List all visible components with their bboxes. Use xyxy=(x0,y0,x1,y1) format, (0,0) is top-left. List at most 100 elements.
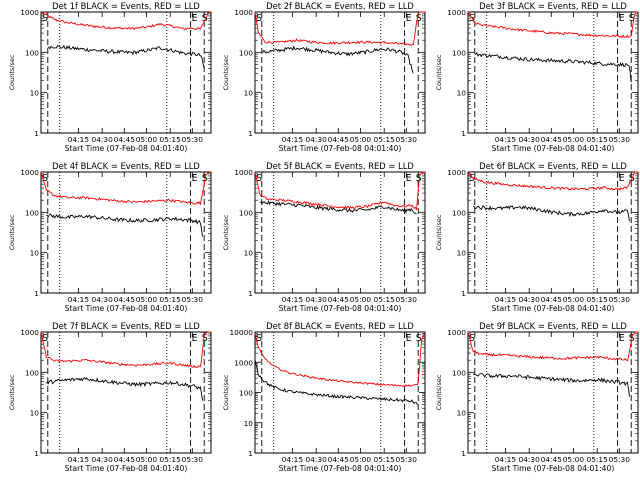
x-tick-label: 04:15 xyxy=(68,295,90,304)
y-tick-label: 10 xyxy=(244,89,254,98)
x-tick-label: 04:45 xyxy=(328,295,350,304)
x-tick-label: 04:30 xyxy=(306,135,328,144)
x-tick-label: 05:00 xyxy=(350,135,372,144)
x-axis-label: Start Time (07-Feb-08 04:01:40) xyxy=(492,464,615,473)
x-tick-label: 05:00 xyxy=(350,295,372,304)
event-marker-label: S xyxy=(629,13,635,24)
event-marker-label: E xyxy=(619,13,625,24)
x-axis-label: Start Time (07-Feb-08 04:01:40) xyxy=(492,144,615,153)
lld-series-line xyxy=(254,171,425,211)
lld-series-line xyxy=(254,333,426,388)
x-tick-label: 04:30 xyxy=(92,295,114,304)
det-panel: Det 1f BLACK = Events, RED = LLD Counts/s… xyxy=(8,1,212,153)
y-tick-label: 1 xyxy=(34,449,39,458)
y-tick-label: 10 xyxy=(244,419,254,428)
x-tick-label: 05:30 xyxy=(396,295,418,304)
y-tick-label: 100 xyxy=(25,208,39,217)
x-tick-label: 05:15 xyxy=(587,135,609,144)
y-tick-label: 10000 xyxy=(229,328,253,337)
plot-frame xyxy=(467,171,639,294)
x-tick-label: 04:45 xyxy=(328,135,350,144)
x-tick-label: 04:15 xyxy=(68,135,90,144)
x-tick-label: 04:45 xyxy=(328,455,350,464)
x-tick-label: 05:30 xyxy=(396,135,418,144)
y-tick-label: 1000 xyxy=(447,168,466,177)
y-axis-label: Counts/sec xyxy=(8,374,16,410)
plot-frame xyxy=(254,171,426,294)
y-tick-label: 10 xyxy=(244,249,254,258)
event-marker-label: S xyxy=(256,333,262,344)
y-tick-label: 1 xyxy=(34,129,39,138)
events-series-line xyxy=(473,205,630,222)
y-tick-label: 1000 xyxy=(447,8,466,17)
plot-frame xyxy=(467,331,639,454)
x-tick-label: 05:00 xyxy=(136,455,158,464)
y-tick-label: 1 xyxy=(34,289,39,298)
y-tick-label: 100 xyxy=(25,48,39,57)
events-series-line xyxy=(46,213,203,237)
plot-frame xyxy=(40,171,212,294)
event-marker-label: E xyxy=(192,13,198,24)
x-tick-label: 05:15 xyxy=(374,295,396,304)
x-tick-label: 04:45 xyxy=(114,295,136,304)
plot-frame xyxy=(254,331,426,454)
plot-title: Det 8f BLACK = Events, RED = LLD xyxy=(266,321,414,331)
events-series-line xyxy=(46,377,203,401)
det-panel: Det 4f BLACK = Events, RED = LLD Counts/s… xyxy=(8,161,212,313)
y-tick-label: 100 xyxy=(239,389,253,398)
x-axis-label: Start Time (07-Feb-08 04:01:40) xyxy=(279,144,402,153)
y-tick-label: 100 xyxy=(452,368,466,377)
event-marker-label: S xyxy=(416,333,422,344)
y-tick-label: 100 xyxy=(239,48,253,57)
plot-title: Det 9f BLACK = Events, RED = LLD xyxy=(479,321,627,331)
x-axis-label: Start Time (07-Feb-08 04:01:40) xyxy=(279,464,402,473)
x-tick-label: 04:15 xyxy=(282,455,304,464)
y-axis-label: Counts/sec xyxy=(435,214,443,250)
x-tick-label: 04:15 xyxy=(495,135,517,144)
events-series-line xyxy=(260,199,417,215)
event-marker-label: E xyxy=(406,13,412,24)
x-tick-label: 04:30 xyxy=(306,295,328,304)
y-tick-label: 1000 xyxy=(20,8,39,17)
y-axis-label: Counts/sec xyxy=(435,374,443,410)
event-marker-label: S xyxy=(42,13,48,24)
y-axis-label: Counts/sec xyxy=(8,54,16,90)
x-tick-label: 05:30 xyxy=(396,455,418,464)
event-marker-label: S xyxy=(469,173,475,184)
event-marker-label: S xyxy=(469,333,475,344)
x-tick-label: 04:30 xyxy=(92,135,114,144)
lld-series-line xyxy=(467,331,638,362)
y-tick-label: 100 xyxy=(25,368,39,377)
y-axis-label: Counts/sec xyxy=(222,214,230,250)
y-axis-label: Counts/sec xyxy=(222,54,230,90)
event-marker-label: E xyxy=(192,173,198,184)
x-tick-label: 04:45 xyxy=(114,455,136,464)
y-axis-label: Counts/sec xyxy=(435,54,443,90)
det-panel: Det 5f BLACK = Events, RED = LLD Counts/s… xyxy=(222,161,426,313)
event-marker-label: S xyxy=(256,173,262,184)
y-tick-label: 1000 xyxy=(20,328,39,337)
x-tick-label: 04:30 xyxy=(519,295,541,304)
event-marker-label: S xyxy=(42,173,48,184)
event-marker-label: E xyxy=(619,333,625,344)
event-marker-label: E xyxy=(406,333,412,344)
x-tick-label: 05:00 xyxy=(350,455,372,464)
events-series-line xyxy=(473,373,630,397)
x-tick-label: 04:30 xyxy=(92,455,114,464)
event-marker-label: S xyxy=(256,13,262,24)
x-tick-label: 05:30 xyxy=(182,455,204,464)
event-marker-label: S xyxy=(416,13,422,24)
y-tick-label: 1000 xyxy=(234,168,253,177)
x-tick-label: 05:00 xyxy=(136,135,158,144)
x-tick-label: 04:15 xyxy=(282,135,304,144)
y-tick-label: 10 xyxy=(457,89,467,98)
x-tick-label: 05:30 xyxy=(182,295,204,304)
x-tick-label: 05:30 xyxy=(609,135,631,144)
plot-title: Det 4f BLACK = Events, RED = LLD xyxy=(52,161,200,171)
det-panel: Det 6f BLACK = Events, RED = LLD Counts/s… xyxy=(435,161,639,313)
x-tick-label: 05:15 xyxy=(160,295,182,304)
y-tick-label: 10 xyxy=(457,249,467,258)
y-tick-label: 1 xyxy=(248,449,253,458)
x-tick-label: 04:15 xyxy=(495,455,517,464)
event-marker-label: S xyxy=(202,333,208,344)
